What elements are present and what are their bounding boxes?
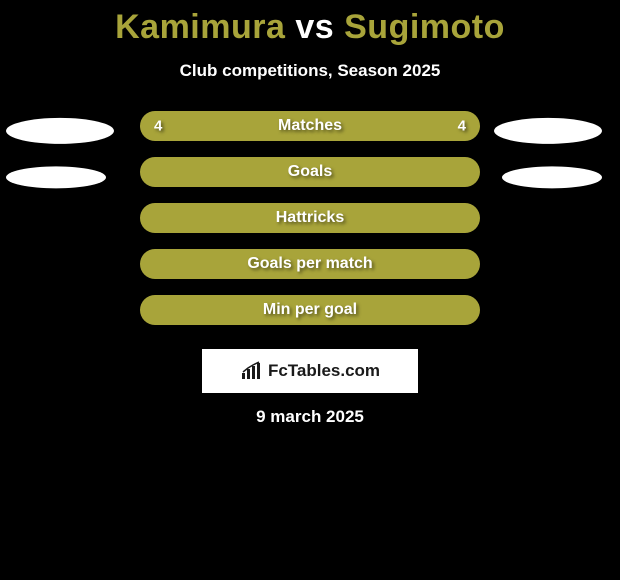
page-title: Kamimura vs Sugimoto xyxy=(0,0,620,47)
stat-pill: Matches4 4 xyxy=(140,111,480,141)
left-bubble xyxy=(6,118,114,144)
chart-icon xyxy=(240,361,264,381)
stat-row: Min per goal xyxy=(0,295,620,341)
stat-pill: Hattricks xyxy=(140,203,480,233)
subtitle: Club competitions, Season 2025 xyxy=(0,61,620,81)
stat-row: Matches4 4 xyxy=(0,111,620,157)
player1-name: Kamimura xyxy=(115,8,285,46)
right-bubble xyxy=(494,118,602,144)
comparison-infographic: Kamimura vs Sugimoto Club competitions, … xyxy=(0,0,620,580)
stat-row: Hattricks xyxy=(0,203,620,249)
watermark: FcTables.com xyxy=(202,349,418,393)
left-bubble xyxy=(6,166,106,188)
stat-pill: Min per goal xyxy=(140,295,480,325)
player2-name: Sugimoto xyxy=(344,8,505,46)
stat-row: Goals xyxy=(0,157,620,203)
stats-list: Matches4 4 Goals Hattricks Goals per match Mi… xyxy=(0,111,620,341)
stat-label: Min per goal xyxy=(140,301,480,319)
stat-label: Matches xyxy=(140,117,480,135)
vs-text: vs xyxy=(295,8,334,46)
stat-right-value: 4 xyxy=(458,118,466,135)
date-text: 9 march 2025 xyxy=(0,407,620,427)
watermark-text: FcTables.com xyxy=(268,361,380,381)
stat-left-value: 4 xyxy=(154,118,162,135)
right-bubble xyxy=(502,166,602,188)
stat-row: Goals per match xyxy=(0,249,620,295)
stat-label: Goals per match xyxy=(140,255,480,273)
stat-pill: Goals xyxy=(140,157,480,187)
stat-pill: Goals per match xyxy=(140,249,480,279)
stat-label: Hattricks xyxy=(140,209,480,227)
stat-label: Goals xyxy=(140,163,480,181)
